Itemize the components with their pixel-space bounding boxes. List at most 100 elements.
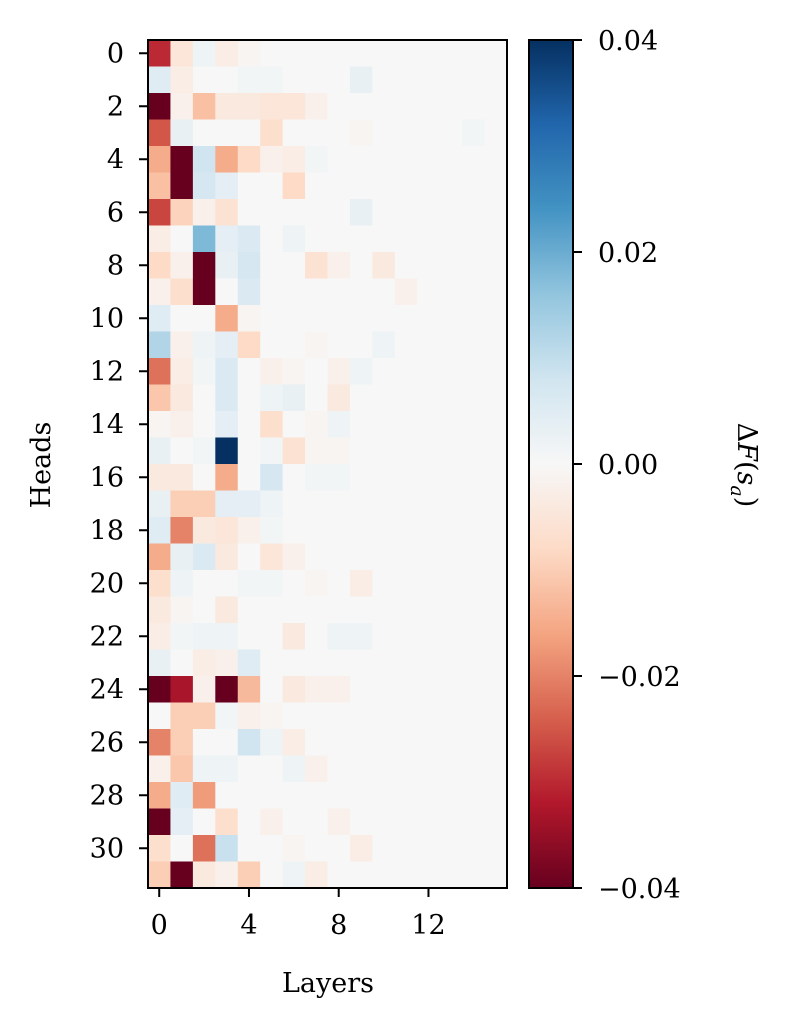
heatmap-cell	[148, 596, 172, 624]
heatmap-cell	[372, 782, 396, 810]
heatmap-cell	[192, 225, 216, 253]
heatmap-cell	[305, 835, 329, 863]
heatmap-cell	[260, 808, 284, 836]
heatmap-cell	[192, 40, 216, 68]
heatmap-cell	[349, 517, 373, 545]
heatmap-cell	[237, 252, 261, 280]
heatmap-cell	[372, 676, 396, 704]
heatmap-cell	[439, 199, 463, 227]
heatmap-cell	[394, 702, 418, 730]
heatmap-cell	[148, 146, 172, 174]
heatmap-cell	[260, 411, 284, 439]
heatmap-cell	[282, 861, 306, 889]
heatmap-cell	[260, 755, 284, 783]
heatmap-cell	[305, 358, 329, 386]
heatmap-cell	[148, 676, 172, 704]
heatmap-cell	[439, 596, 463, 624]
heatmap-cell	[260, 172, 284, 200]
heatmap-cell	[260, 861, 284, 889]
heatmap-cell	[148, 384, 172, 412]
heatmap-cell	[484, 225, 508, 253]
heatmap-cell	[394, 66, 418, 94]
heatmap-cell	[484, 119, 508, 147]
heatmap-cell	[484, 835, 508, 863]
heatmap-cell	[192, 570, 216, 598]
heatmap-cell	[417, 570, 441, 598]
heatmap-cell	[439, 808, 463, 836]
heatmap-cell	[484, 570, 508, 598]
heatmap-cell	[394, 93, 418, 121]
heatmap-cell	[462, 755, 486, 783]
heatmap-cell	[170, 464, 194, 492]
heatmap-cell	[192, 331, 216, 359]
heatmap-cell	[192, 437, 216, 465]
heatmap-cell	[484, 808, 508, 836]
heatmap-cell	[462, 543, 486, 571]
heatmap-cell	[417, 755, 441, 783]
heatmap-cell	[327, 835, 351, 863]
colorbar-tick-label: 0.00	[598, 450, 658, 481]
heatmap-cell	[192, 172, 216, 200]
heatmap-cell	[148, 252, 172, 280]
heatmap-cell	[305, 384, 329, 412]
heatmap-cell	[484, 623, 508, 651]
y-tick-label: 12	[90, 356, 124, 387]
heatmap-cell	[305, 702, 329, 730]
heatmap-cell	[349, 490, 373, 518]
heatmap-cell	[148, 225, 172, 253]
heatmap-cell	[327, 411, 351, 439]
y-tick-label: 26	[90, 727, 124, 758]
heatmap-cell	[327, 729, 351, 757]
heatmap-cell	[215, 676, 239, 704]
heatmap-cell	[148, 305, 172, 333]
heatmap-cell	[237, 384, 261, 412]
heatmap-cell	[462, 252, 486, 280]
heatmap-cell	[349, 543, 373, 571]
heatmap-cell	[462, 305, 486, 333]
heatmap-cell	[170, 146, 194, 174]
heatmap-cell	[282, 172, 306, 200]
heatmap-cell	[327, 437, 351, 465]
heatmap-cell	[327, 252, 351, 280]
heatmap-cell	[237, 808, 261, 836]
heatmap-cell	[260, 543, 284, 571]
heatmap-cell	[282, 623, 306, 651]
heatmap-cell	[439, 93, 463, 121]
heatmap-cell	[215, 252, 239, 280]
heatmap-cell	[148, 172, 172, 200]
heatmap-cell	[148, 358, 172, 386]
heatmap-cell	[282, 411, 306, 439]
heatmap-cell	[237, 755, 261, 783]
heatmap-cell	[462, 464, 486, 492]
heatmap-cell	[192, 623, 216, 651]
heatmap-cell	[282, 66, 306, 94]
heatmap-cell	[327, 358, 351, 386]
heatmap-cell	[215, 729, 239, 757]
heatmap-cell	[327, 278, 351, 306]
heatmap-cell	[237, 199, 261, 227]
heatmap-cell	[394, 437, 418, 465]
heatmap-cell	[237, 93, 261, 121]
heatmap-cell	[237, 172, 261, 200]
heatmap-cell	[349, 358, 373, 386]
heatmap-cell	[305, 649, 329, 677]
heatmap-cell	[394, 252, 418, 280]
heatmap-cell	[417, 782, 441, 810]
heatmap-cell	[372, 93, 396, 121]
heatmap-cell	[417, 835, 441, 863]
heatmap-cell	[282, 755, 306, 783]
heatmap-cell	[260, 570, 284, 598]
colorbar-label: ΔF(sa)	[726, 423, 762, 508]
y-tick-label: 28	[90, 780, 124, 811]
heatmap-cell	[484, 199, 508, 227]
heatmap-cell	[305, 729, 329, 757]
heatmap-cell	[462, 358, 486, 386]
heatmap-cell	[372, 570, 396, 598]
heatmap-cell	[417, 331, 441, 359]
heatmap-cell	[394, 623, 418, 651]
heatmap-cell	[215, 305, 239, 333]
heatmap-cell	[372, 755, 396, 783]
heatmap-cell	[305, 252, 329, 280]
heatmap-cell	[394, 384, 418, 412]
heatmap-cell	[417, 437, 441, 465]
